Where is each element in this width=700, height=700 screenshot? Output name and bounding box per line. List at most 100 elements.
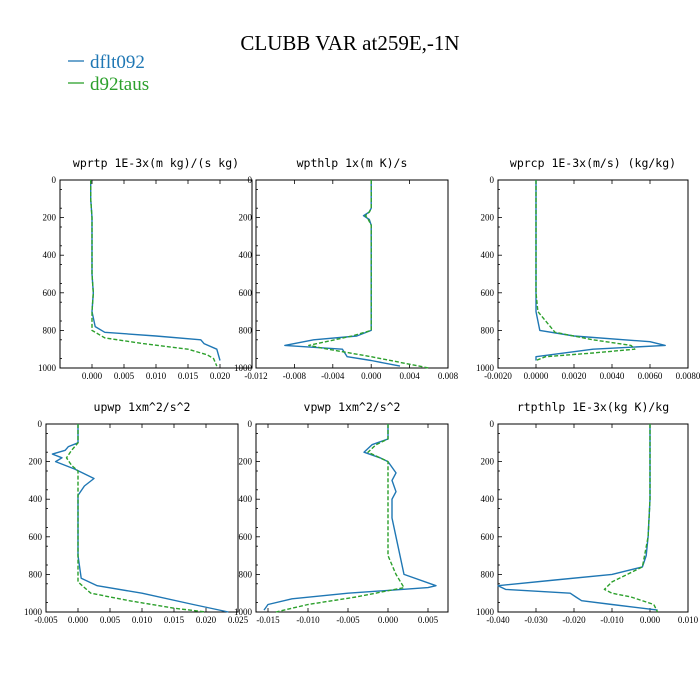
series-line-dflt092 <box>89 180 221 361</box>
x-tick-label: 0.020 <box>196 615 217 625</box>
y-tick-label: 0 <box>38 419 43 429</box>
y-tick-label: 200 <box>239 213 253 223</box>
y-tick-label: 400 <box>43 250 57 260</box>
x-tick-label: -0.040 <box>486 615 510 625</box>
x-tick-label: 0.000 <box>378 615 399 625</box>
legend: dflt092 d92taus <box>68 52 149 95</box>
series-line-dflt092 <box>263 424 437 611</box>
y-tick-label: 800 <box>481 325 495 335</box>
panel-title: vpwp 1xm^2/s^2 <box>304 400 401 414</box>
panel-6: rtpthlp 1E-3x(kg K)/kg02004006008001000-… <box>476 400 699 625</box>
y-tick-label: 400 <box>481 250 495 260</box>
x-tick-label: 0.010 <box>146 371 167 381</box>
y-tick-label: 0 <box>490 419 495 429</box>
x-tick-label: 0.0020 <box>562 371 587 381</box>
legend-label-dflt092: dflt092 <box>90 52 145 73</box>
x-tick-label: 0.0040 <box>600 371 625 381</box>
panel-2: wpthlp 1x(m K)/s 0 200 400 600 800 1000-0.012 -… <box>234 156 459 381</box>
y-tick-label: 0 <box>490 175 495 185</box>
y-tick-label: 400 <box>481 494 495 504</box>
x-tick-label: 0.005 <box>114 371 135 381</box>
panel-title: upwp 1xm^2/s^2 <box>94 400 191 414</box>
y-tick-label: 600 <box>481 288 495 298</box>
x-tick-label: 0.000 <box>68 615 89 625</box>
series-line-d92taus <box>89 180 218 367</box>
series-line-d92taus <box>65 424 207 613</box>
panels: wprtp 1E-3x(m kg)/(s kg) 0 200 400 600 800 100… <box>24 156 700 625</box>
x-tick-label: -0.012 <box>244 371 267 381</box>
y-tick-label: 800 <box>29 569 43 579</box>
x-tick-label: 0.000 <box>361 371 382 381</box>
y-tick-label: 0 <box>52 175 57 185</box>
x-tick-label: -0.020 <box>562 615 586 625</box>
panel-5: vpwp 1xm^2/s^2 0 200 400 600 800 1000-0.015 -0.… <box>234 400 449 625</box>
series-line-dflt092 <box>535 180 666 361</box>
plot-frame <box>497 423 689 613</box>
x-tick-label: -0.015 <box>256 615 280 625</box>
x-tick-label: 0.008 <box>438 371 459 381</box>
panel-3: wprcp 1E-3x(m/s) (kg/kg) 0 200 400 600 800 100… <box>476 156 700 381</box>
panel-title: wprcp 1E-3x(m/s) (kg/kg) <box>510 156 676 170</box>
x-tick-label: -0.010 <box>296 615 320 625</box>
panel-4: upwp 1xm^2/s^2 0 200 400 600 800 1000-0.005 0.0… <box>24 400 249 625</box>
x-tick-label: 0.0000 <box>524 371 549 381</box>
y-tick-label: 1000 <box>38 363 57 373</box>
y-tick-label: 800 <box>481 569 495 579</box>
x-tick-label: -0.010 <box>600 615 624 625</box>
y-tick-label: 1000 <box>234 363 253 373</box>
x-tick-label: 0.005 <box>100 615 121 625</box>
panel-1: wprtp 1E-3x(m kg)/(s kg) 0 200 400 600 800 100… <box>38 156 253 381</box>
x-tick-label: 0.015 <box>178 371 199 381</box>
panel-title: rtpthlp 1E-3x(kg K)/kg <box>517 400 669 414</box>
series-line-d92taus <box>275 424 405 613</box>
y-tick-label: 600 <box>43 288 57 298</box>
y-tick-label: 200 <box>29 457 43 467</box>
y-tick-label: 600 <box>29 532 43 542</box>
plot-frame <box>255 179 449 369</box>
x-tick-label: 0.000 <box>640 615 661 625</box>
y-tick-label: 400 <box>29 494 43 504</box>
x-tick-label: 0.0060 <box>638 371 663 381</box>
x-tick-label: 0.020 <box>210 371 231 381</box>
x-tick-label: -0.005 <box>34 615 58 625</box>
plot-frame <box>59 179 253 369</box>
y-tick-label: 800 <box>239 569 253 579</box>
plot-frame <box>255 423 449 613</box>
x-tick-label: 0.0080 <box>676 371 700 381</box>
y-tick-label: 1000 <box>476 363 495 373</box>
y-tick-label: 200 <box>43 213 57 223</box>
y-tick-label: 200 <box>481 457 495 467</box>
x-tick-label: 0.000 <box>82 371 103 381</box>
x-tick-label: 0.004 <box>399 371 420 381</box>
x-tick-label: -0.005 <box>336 615 360 625</box>
plot-frame <box>497 179 689 369</box>
x-tick-label: -0.0020 <box>484 371 512 381</box>
x-tick-label: -0.004 <box>321 371 345 381</box>
y-tick-label: 1000 <box>24 607 43 617</box>
legend-label-d92taus: d92taus <box>90 74 149 95</box>
y-tick-label: 200 <box>481 213 495 223</box>
series-line-dflt092 <box>497 424 658 611</box>
y-tick-label: 1000 <box>234 607 253 617</box>
series-line-d92taus <box>535 180 636 362</box>
series-line-d92taus <box>603 424 659 613</box>
plot-frame <box>45 423 239 613</box>
x-tick-label: -0.030 <box>524 615 548 625</box>
x-tick-label: -0.008 <box>283 371 307 381</box>
x-tick-label: 0.010 <box>132 615 153 625</box>
x-tick-label: 0.010 <box>678 615 699 625</box>
x-tick-label: 0.015 <box>164 615 185 625</box>
x-tick-label: 0.005 <box>418 615 439 625</box>
figure-title: CLUBB VAR at259E,-1N <box>240 31 459 55</box>
y-tick-label: 200 <box>239 457 253 467</box>
y-tick-label: 400 <box>239 494 253 504</box>
y-tick-label: 600 <box>481 532 495 542</box>
series-line-dflt092 <box>51 424 229 613</box>
series-line-dflt092 <box>284 180 401 367</box>
series-line-d92taus <box>308 180 429 369</box>
y-tick-label: 600 <box>239 288 253 298</box>
x-tick-label: 0.025 <box>228 615 249 625</box>
y-tick-label: 0 <box>248 175 253 185</box>
y-tick-label: 400 <box>239 250 253 260</box>
